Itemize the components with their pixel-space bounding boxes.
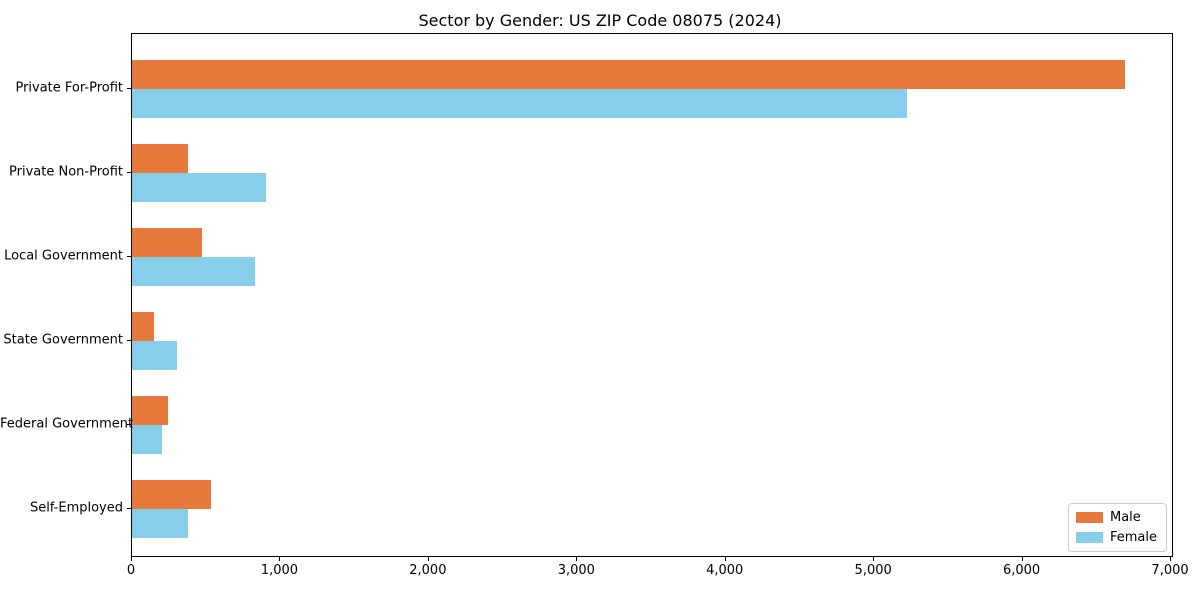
y-tick-label: State Government (3, 332, 123, 348)
plot-area: Male Female (131, 33, 1173, 557)
x-tick-mark (1021, 557, 1023, 561)
bar-female-5 (132, 509, 188, 538)
legend: Male Female (1067, 503, 1167, 552)
x-tick-mark (427, 557, 429, 561)
y-tick-label: Local Government (4, 248, 123, 264)
x-tick-mark (576, 557, 578, 561)
bar-male-2 (132, 228, 202, 257)
x-tick-label: 3,000 (557, 563, 595, 578)
y-tick-label: Self-Employed (29, 500, 123, 516)
x-tick-label: 7,000 (1151, 563, 1189, 578)
x-tick-mark (873, 557, 875, 561)
bar-male-4 (132, 396, 168, 425)
x-tick-label: 6,000 (1002, 563, 1041, 578)
legend-item-male: Male (1075, 510, 1157, 525)
legend-label-female: Female (1109, 530, 1157, 545)
legend-label-male: Male (1109, 510, 1141, 525)
bar-female-0 (132, 89, 907, 118)
bar-female-2 (132, 257, 256, 286)
x-tick-mark (279, 557, 281, 561)
x-tick-label: 1,000 (260, 563, 299, 578)
legend-item-female: Female (1075, 530, 1157, 545)
y-tick-mark (127, 340, 131, 341)
bar-female-3 (132, 341, 177, 370)
y-tick-mark (127, 256, 131, 257)
x-tick-label: 5,000 (854, 563, 892, 578)
x-tick-mark (1170, 557, 1172, 561)
x-tick-label: 0 (126, 563, 136, 578)
female-color-swatch (1075, 532, 1103, 543)
y-tick-label: Federal Government (0, 416, 134, 432)
chart-title: Sector by Gender: US ZIP Code 08075 (202… (418, 11, 782, 30)
bar-male-3 (132, 312, 155, 341)
bar-male-5 (132, 480, 211, 509)
x-tick-mark (131, 557, 132, 561)
x-tick-label: 4,000 (706, 563, 744, 578)
bar-male-1 (132, 144, 188, 173)
y-tick-mark (127, 88, 131, 89)
x-tick-label: 2,000 (409, 563, 447, 578)
y-tick-label: Private Non-Profit (9, 164, 123, 180)
y-tick-label: Private For-Profit (15, 80, 123, 96)
y-tick-mark (127, 172, 131, 173)
y-tick-mark (127, 508, 131, 509)
male-color-swatch (1075, 512, 1103, 523)
y-tick-mark (127, 424, 131, 425)
bar-male-0 (132, 60, 1126, 89)
bar-female-1 (132, 173, 266, 202)
bar-female-4 (132, 425, 162, 454)
x-tick-mark (724, 557, 726, 561)
